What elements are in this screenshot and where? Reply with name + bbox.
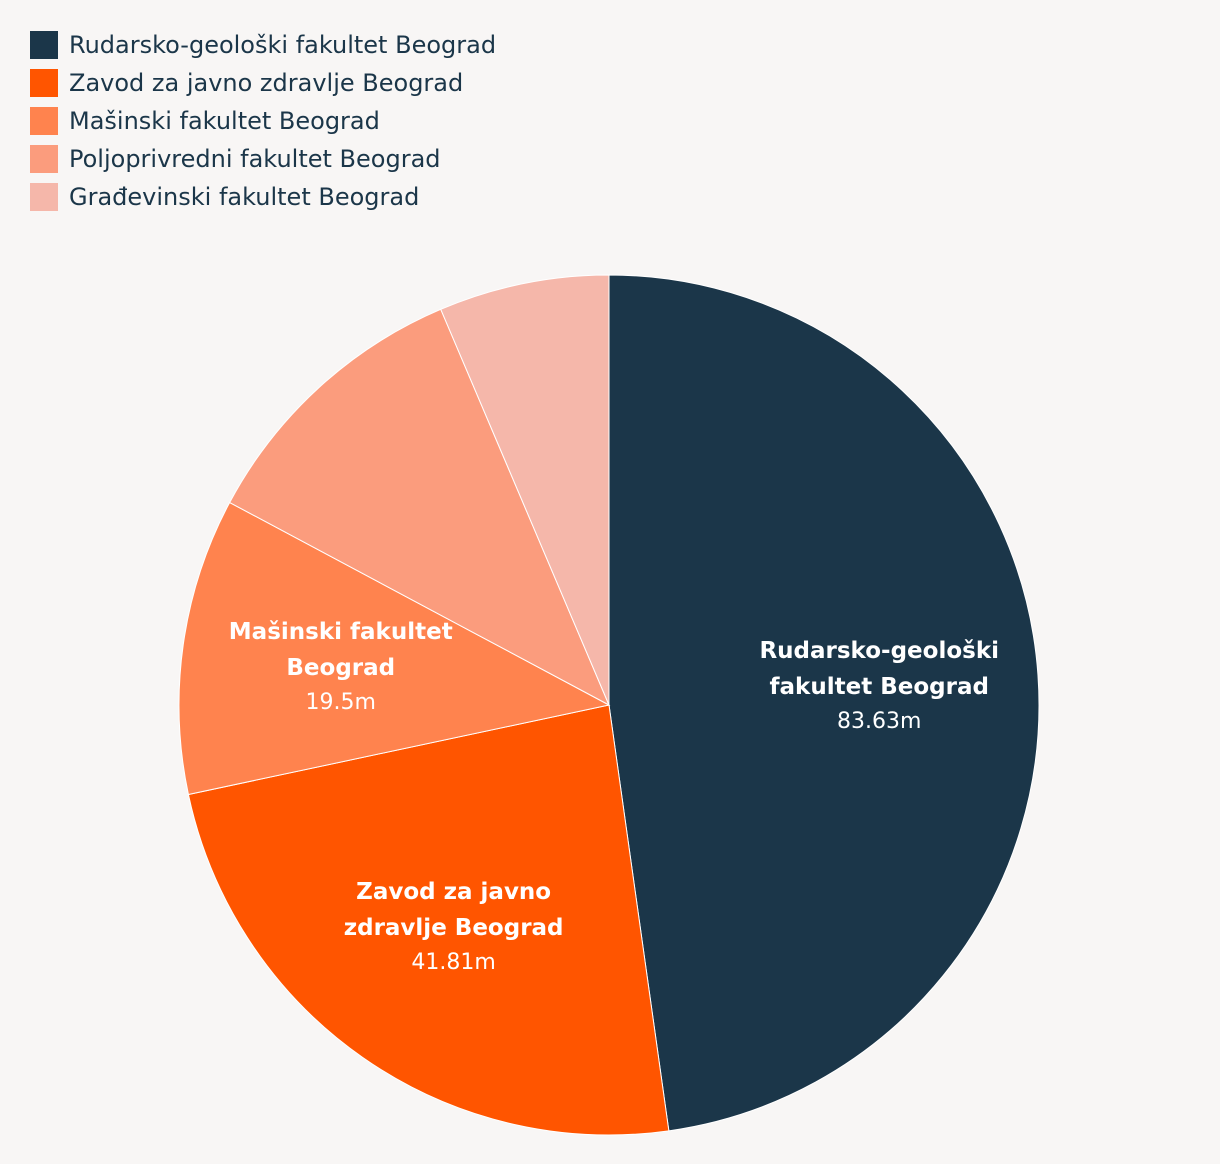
legend-swatch <box>30 31 58 59</box>
legend-item-rudarsko[interactable]: Rudarsko-geološki fakultet Beograd <box>30 26 496 64</box>
legend-swatch <box>30 69 58 97</box>
slice-label-name: fakultet Beograd <box>770 674 989 700</box>
legend-label: Zavod za javno zdravlje Beograd <box>69 69 464 97</box>
slice-label-name: Mašinski fakultet <box>229 619 453 645</box>
legend-item-zavod[interactable]: Zavod za javno zdravlje Beograd <box>30 64 496 102</box>
slice-labels-layer: Rudarsko-geološki fakultet Beograd 83.63m Z… <box>229 619 999 975</box>
pie-slice-0[interactable] <box>608 274 1040 1132</box>
pie-slice-2[interactable] <box>178 501 611 796</box>
slice-value-label: 41.81m <box>411 950 495 975</box>
pie-slice-4[interactable] <box>440 274 610 706</box>
slice-value-label: 83.63m <box>837 709 921 734</box>
slices-layer <box>178 274 1040 1136</box>
legend-label: Rudarsko-geološki fakultet Beograd <box>69 31 497 59</box>
slice-value-label: 19.5m <box>306 690 376 715</box>
slice-label-name: Zavod za javno <box>356 879 551 905</box>
legend-swatch <box>30 145 58 173</box>
legend-item-poljoprivredni[interactable]: Poljoprivredni fakultet Beograd <box>30 140 496 178</box>
legend: Rudarsko-geološki fakultet Beograd Zavod… <box>30 26 496 216</box>
legend-label: Mašinski fakultet Beograd <box>69 107 380 135</box>
legend-swatch <box>30 107 58 135</box>
pie-slice-3[interactable] <box>228 308 611 707</box>
legend-item-masinski[interactable]: Mašinski fakultet Beograd <box>30 102 496 140</box>
legend-label: Građevinski fakultet Beograd <box>69 183 420 211</box>
pie-slice-1[interactable] <box>187 704 670 1136</box>
legend-item-gradjevinski[interactable]: Građevinski fakultet Beograd <box>30 178 496 216</box>
slice-label-name: Beograd <box>286 655 395 681</box>
legend-swatch <box>30 183 58 211</box>
legend-label: Poljoprivredni fakultet Beograd <box>69 145 441 173</box>
slice-label-name: Rudarsko-geološki <box>759 638 999 664</box>
slice-label-name: zdravlje Beograd <box>344 915 564 941</box>
